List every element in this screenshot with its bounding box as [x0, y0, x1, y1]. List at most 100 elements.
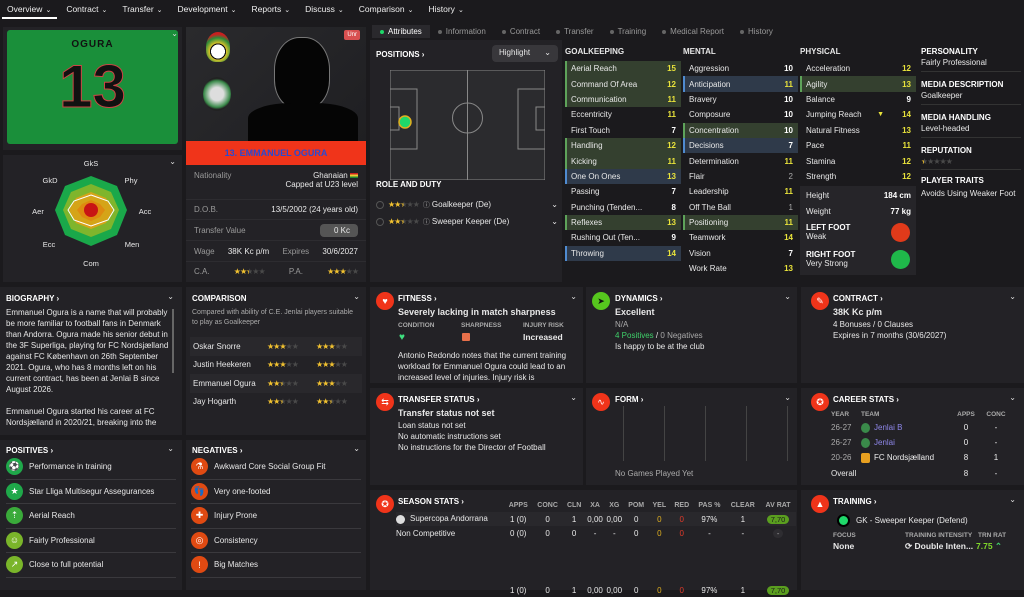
attribute-row[interactable]: Bravery 10	[683, 92, 798, 107]
nav-history[interactable]: History ⌄	[421, 0, 471, 22]
positive-item[interactable]: ↗ Close to full potential	[6, 553, 176, 578]
comparison-row[interactable]: Oskar Snorre ★★★★★ ★★★★★	[190, 337, 362, 356]
attribute-row[interactable]: Eccentricity 11	[565, 107, 681, 122]
negative-item[interactable]: ⚗ Awkward Core Social Group Fit	[191, 455, 361, 480]
dynamics-title[interactable]: DYNAMICS	[615, 294, 658, 303]
info-icon[interactable]: ⓘ	[422, 218, 430, 226]
attribute-row[interactable]: Reflexes 13	[565, 214, 681, 231]
attribute-row[interactable]: Stamina 12	[800, 153, 916, 168]
attribute-row[interactable]: Vision 7	[683, 246, 798, 261]
biography-title[interactable]: BIOGRAPHY	[6, 294, 55, 303]
negatives-title[interactable]: NEGATIVES	[192, 446, 238, 455]
contract-title[interactable]: CONTRACT	[833, 294, 878, 303]
chevron-down-icon[interactable]: ⌄	[1009, 292, 1016, 301]
positive-item[interactable]: ⇡ Aerial Reach	[6, 504, 176, 529]
comparison-row[interactable]: Jay Hogarth ★★★★★ ★★★★★	[190, 393, 362, 412]
nav-comparison[interactable]: Comparison ⌄	[352, 0, 422, 22]
role-radio[interactable]	[376, 200, 384, 209]
info-icon[interactable]: ⓘ	[422, 201, 430, 209]
role-row[interactable]: ★★★★★ ⓘ Sweeper Keeper (De) ⌄	[376, 213, 560, 230]
attribute-row[interactable]: Decisions 7	[683, 137, 798, 154]
chevron-down-icon[interactable]: ⌄	[784, 292, 791, 301]
attribute-row[interactable]: Jumping Reach ▼ 14	[800, 107, 916, 122]
comparison-row[interactable]: Justin Heekeren ★★★★★ ★★★★★	[190, 356, 362, 375]
attribute-row[interactable]: Anticipation 11	[683, 76, 798, 92]
attribute-row[interactable]: Balance 9	[800, 92, 916, 107]
career-cell[interactable]: FC Nordsjælland	[861, 450, 951, 465]
positions-title[interactable]: POSITIONS	[376, 50, 420, 59]
tab-attributes[interactable]: Attributes	[372, 25, 430, 38]
attribute-row[interactable]: Positioning 11	[683, 214, 798, 231]
chevron-down-icon[interactable]: ⌄	[353, 292, 360, 301]
attribute-row[interactable]: First Touch 7	[565, 123, 681, 138]
negative-item[interactable]: ◎ Consistency	[191, 529, 361, 553]
tab-contract[interactable]: Contract	[494, 25, 548, 38]
positives-title[interactable]: POSITIVES	[6, 446, 49, 455]
season-row[interactable]: Non Competitive 0 (0) 0 0 - - 0 0 0 - - -	[396, 526, 796, 540]
negative-item[interactable]: ✚ Injury Prone	[191, 504, 361, 529]
career-row[interactable]: 20-26 FC Nordsjælland 8 1	[831, 450, 1011, 465]
highlight-dropdown[interactable]: Highlight ⌄	[492, 45, 558, 62]
tab-information[interactable]: Information	[430, 25, 494, 38]
nav-reports[interactable]: Reports ⌄	[245, 0, 299, 22]
attribute-row[interactable]: Passing 7	[565, 184, 681, 199]
nav-development[interactable]: Development ⌄	[171, 0, 245, 22]
attribute-row[interactable]: Leadership 11	[683, 184, 798, 199]
attribute-row[interactable]: Throwing 14	[565, 245, 681, 262]
attribute-row[interactable]: Pace 11	[800, 138, 916, 153]
intensity-value[interactable]: ⟳ Double Inten...	[905, 541, 973, 552]
form-title[interactable]: FORM	[615, 395, 639, 404]
attribute-row[interactable]: Teamwork 14	[683, 230, 798, 245]
attribute-row[interactable]: Kicking 11	[565, 153, 681, 169]
transfer-value-button[interactable]: 0 Kc	[319, 223, 358, 237]
nav-contract[interactable]: Contract ⌄	[59, 0, 115, 22]
chevron-down-icon[interactable]: ⌄	[551, 200, 558, 209]
career-row[interactable]: 26-27 Jenlai 0 -	[831, 435, 1011, 450]
chevron-down-icon[interactable]: ⌄	[167, 444, 174, 453]
nav-discuss[interactable]: Discuss ⌄	[298, 0, 352, 22]
focus-value[interactable]: None	[833, 541, 855, 551]
transfer-status-title[interactable]: TRANSFER STATUS	[398, 395, 475, 404]
chevron-down-icon[interactable]: ⌄	[1009, 495, 1016, 504]
chevron-down-icon[interactable]: ⌄	[171, 29, 178, 38]
biography-scrollbar[interactable]	[172, 309, 174, 373]
tab-medical-report[interactable]: Medical Report	[654, 25, 732, 38]
attribute-row[interactable]: Work Rate 13	[683, 261, 798, 276]
negative-item[interactable]: ! Big Matches	[191, 553, 361, 578]
chevron-down-icon[interactable]: ⌄	[353, 444, 360, 453]
role-row[interactable]: ★★★★★ ⓘ Goalkeeper (De) ⌄	[376, 196, 560, 213]
positive-item[interactable]: ★ Star Lliga Multisegur Assegurances	[6, 480, 176, 504]
negative-item[interactable]: 👣 Very one-footed	[191, 480, 361, 504]
attribute-row[interactable]: Aggression 10	[683, 61, 798, 76]
attribute-row[interactable]: One On Ones 13	[565, 168, 681, 185]
attribute-row[interactable]: Aerial Reach 15	[565, 61, 681, 77]
attribute-row[interactable]: Natural Fitness 13	[800, 123, 916, 138]
nationality-value[interactable]: Ghanaian	[313, 171, 348, 180]
attribute-row[interactable]: Flair 2	[683, 169, 798, 184]
attribute-row[interactable]: Acceleration 12	[800, 61, 916, 76]
positive-item[interactable]: ⚽ Performance in training	[6, 455, 176, 480]
attribute-row[interactable]: Determination 11	[683, 153, 798, 168]
tab-training[interactable]: Training	[602, 25, 655, 38]
chevron-down-icon[interactable]: ⌄	[570, 393, 577, 402]
tab-transfer[interactable]: Transfer	[548, 25, 602, 38]
attribute-row[interactable]: Concentration 10	[683, 122, 798, 138]
attribute-row[interactable]: Communication 11	[565, 91, 681, 108]
chevron-down-icon[interactable]: ⌄	[169, 157, 176, 166]
attribute-row[interactable]: Rushing Out (Ten... 9	[565, 230, 681, 245]
nav-overview[interactable]: Overview ⌄	[0, 0, 59, 22]
attribute-row[interactable]: Agility 13	[800, 76, 916, 92]
chevron-down-icon[interactable]: ⌄	[570, 292, 577, 301]
attribute-row[interactable]: Punching (Tenden... 8	[565, 200, 681, 215]
nav-transfer[interactable]: Transfer ⌄	[115, 0, 170, 22]
dynamics-positives[interactable]: 4 Positives	[615, 331, 654, 340]
attribute-row[interactable]: Off The Ball 1	[683, 200, 798, 215]
attribute-row[interactable]: Handling 12	[565, 137, 681, 154]
role-radio[interactable]	[376, 217, 384, 226]
season-stats-title[interactable]: SEASON STATS	[398, 497, 460, 506]
career-row[interactable]: 26-27 Jenlai B 0 -	[831, 420, 1011, 435]
attribute-row[interactable]: Composure 10	[683, 107, 798, 122]
fitness-title[interactable]: FITNESS	[398, 294, 432, 303]
dynamics-negatives[interactable]: 0 Negatives	[660, 331, 703, 340]
positive-item[interactable]: ☺ Fairly Professional	[6, 529, 176, 553]
